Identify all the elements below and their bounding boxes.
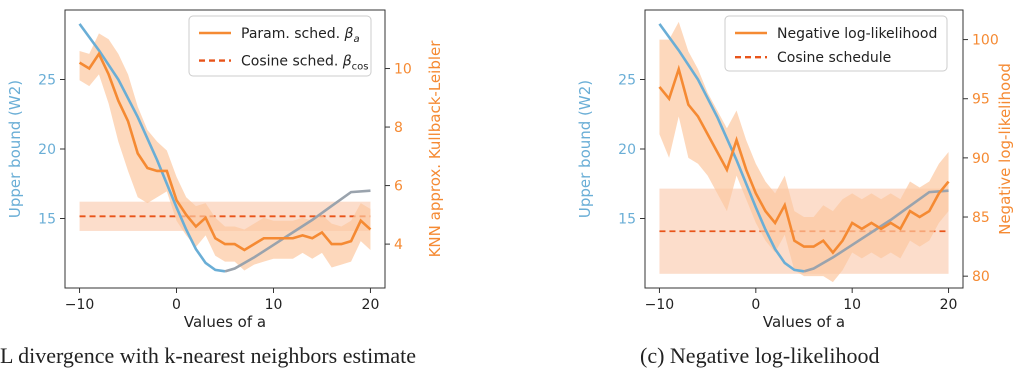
y-right-tick-label: 8 (394, 120, 403, 136)
x-tick-label: −10 (65, 297, 95, 313)
legend-box (188, 15, 372, 77)
x-tick-label: 0 (172, 297, 181, 313)
x-axis-label: Values of a (763, 313, 845, 331)
y-left-tick-label: 20 (618, 142, 636, 158)
x-tick-label: −10 (645, 297, 675, 313)
caption-kl: L divergence with k-nearest neighbors es… (0, 343, 417, 368)
y-left-tick-label: 15 (38, 212, 56, 228)
legend-label: Negative log-likelihood (777, 26, 937, 42)
legend-box (724, 15, 948, 72)
legend-label: Cosine sched. βcos (241, 54, 369, 73)
param-line (78, 51, 372, 252)
y-right-tick-label: 100 (972, 33, 999, 49)
plot-area (658, 21, 950, 283)
y-right-axis-label: KNN approx. Kullback-Leibler (426, 40, 444, 258)
x-tick-label: 0 (751, 297, 760, 313)
caption-nll: (c) Negative log-likelihood (640, 343, 880, 368)
y-left-tick-label: 20 (38, 142, 56, 158)
x-tick-label: 10 (265, 297, 283, 313)
y-right-tick-label: 4 (394, 237, 403, 253)
y-right-tick-label: 85 (972, 210, 990, 226)
param-line (658, 64, 950, 255)
upper-bound-line-tail (803, 189, 949, 273)
y-right-axis-label: Negative log-likelihood (996, 63, 1014, 235)
y-right-tick-label: 80 (972, 269, 990, 285)
y-left-tick-label: 25 (618, 73, 636, 89)
y-left-axis-label: Upper bound (W2) (576, 80, 594, 218)
y-right-tick-label: 95 (972, 92, 990, 108)
x-axis-label: Values of a (184, 313, 266, 331)
y-right-tick-label: 10 (394, 62, 412, 78)
legend-label: Param. sched. βa (241, 26, 360, 45)
y-right-tick-label: 6 (394, 179, 403, 195)
y-left-axis-label: Upper bound (W2) (6, 80, 24, 218)
y-left-tick-label: 25 (38, 73, 56, 89)
x-tick-label: 10 (843, 297, 861, 313)
y-left-tick-label: 15 (618, 212, 636, 228)
chart-negative-log-likelihood: −10 0 10 20 Values of a 15 20 25 Upper bound (W2… (576, 9, 1014, 331)
param-band (659, 21, 949, 283)
x-tick-label: 20 (362, 297, 380, 313)
upper-bound-line-tail (224, 189, 371, 273)
legend-label: Cosine schedule (777, 50, 891, 66)
x-tick-label: 20 (940, 297, 958, 313)
upper-bound-line (658, 23, 805, 273)
upper-bound-line (78, 23, 226, 273)
y-right-tick-label: 90 (972, 151, 990, 167)
chart-kl-divergence: −10 0 10 20 Values of a 15 20 25 Upper bound (W2… (6, 9, 444, 331)
plot-area (78, 23, 372, 273)
